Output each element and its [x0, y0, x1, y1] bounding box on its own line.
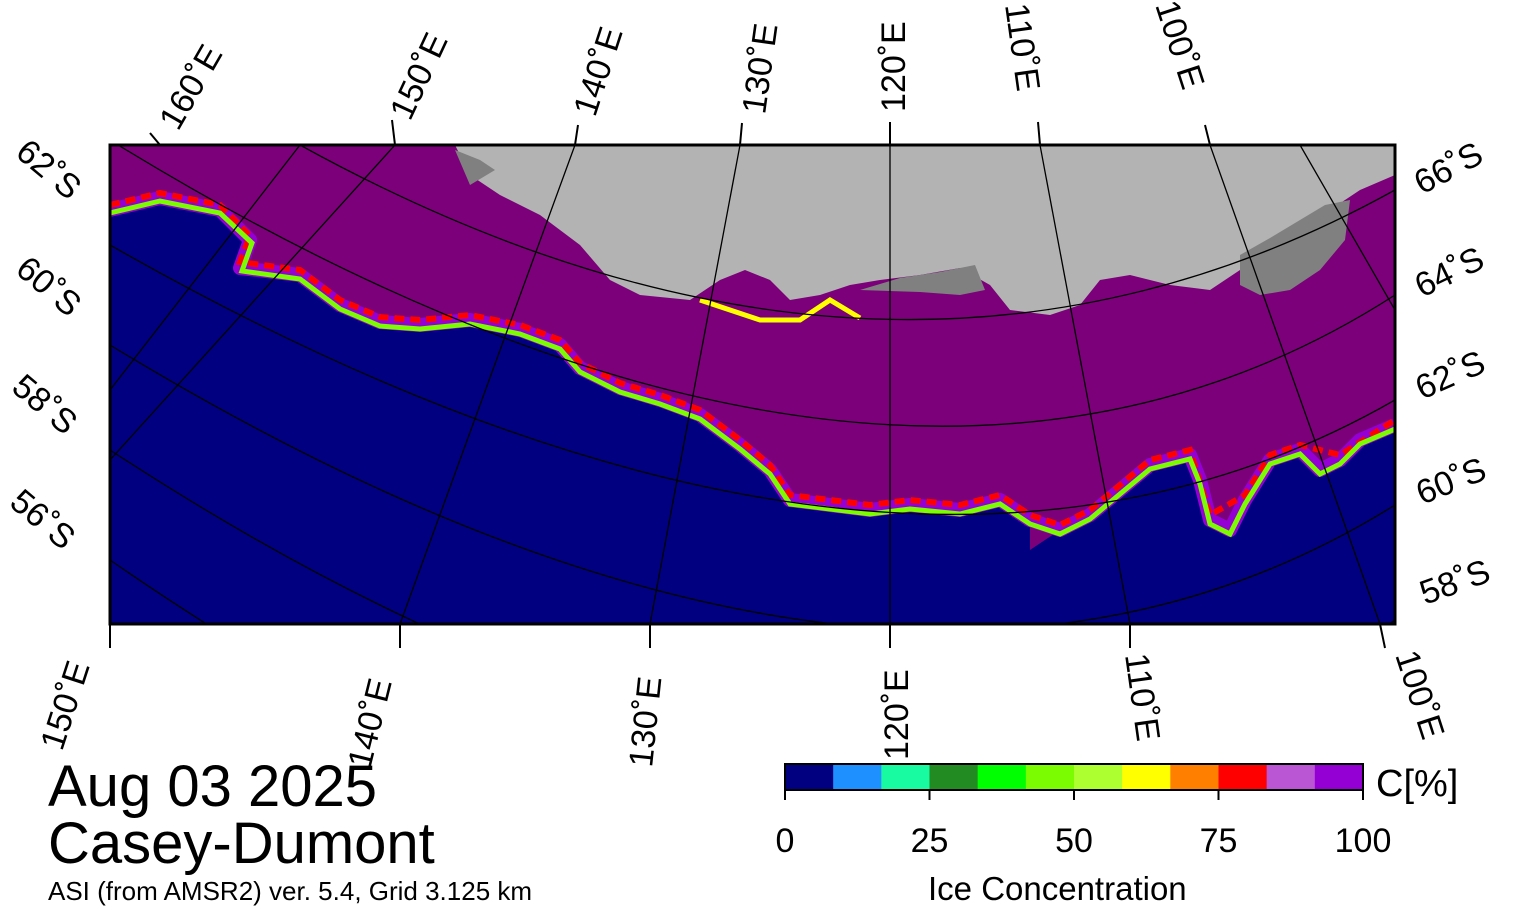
bottom-lon-label-110: 110˚E — [1117, 651, 1167, 744]
colorbar-tick-0: 0 — [776, 822, 795, 860]
colorbar-unit: C[%] — [1376, 763, 1458, 805]
colorbar-cell — [1266, 764, 1316, 790]
colorbar-cell — [977, 764, 1027, 790]
top-lon-label-130: 130˚E — [735, 21, 785, 116]
colorbar-title: Ice Concentration — [928, 870, 1187, 907]
top-longitude-labels: 160˚E 150˚E 140˚E 130˚E 120˚E 110˚E 100˚… — [152, 0, 1212, 136]
colorbar-cells — [785, 764, 1364, 790]
coastal-rock — [1240, 200, 1350, 295]
map-date: Aug 03 2025 — [48, 754, 377, 819]
coastal-ice-yellow — [699, 297, 862, 323]
right-lat-label-60: 60˚S — [1411, 450, 1492, 512]
right-lat-label-58: 58˚S — [1415, 552, 1495, 612]
top-lon-label-150: 150˚E — [383, 27, 456, 125]
colorbar-ticks — [784, 790, 1364, 800]
left-lat-label-56: 56˚S — [3, 482, 82, 557]
frame-ticks — [109, 119, 1386, 649]
top-lon-label-140: 140˚E — [566, 22, 630, 120]
coastal-rock-2 — [860, 265, 985, 295]
left-lat-label-62: 62˚S — [9, 132, 88, 207]
colorbar-tick-75: 75 — [1200, 822, 1238, 860]
sea-ice-edge-green — [110, 198, 1395, 538]
coastal-rock-3 — [455, 150, 495, 185]
colorbar-cell — [785, 764, 834, 790]
top-lon-label-100: 100˚E — [1147, 0, 1211, 94]
left-latitude-labels: 62˚S 60˚S 58˚S 56˚S — [3, 132, 88, 557]
top-lon-label-120: 120˚E — [875, 21, 913, 112]
top-lon-label-110: 110˚E — [997, 1, 1047, 94]
colorbar-cell — [1122, 764, 1171, 790]
right-lat-label-64: 64˚S — [1409, 240, 1490, 306]
right-latitude-labels: 66˚S 64˚S 62˚S 60˚S 58˚S — [1408, 135, 1495, 613]
map-area — [110, 145, 1395, 624]
bottom-lon-label-130: 130˚E — [622, 675, 669, 769]
bottom-lon-label-150: 150˚E — [33, 656, 97, 754]
colorbar-cell — [881, 764, 930, 790]
graticule — [110, 145, 1395, 624]
colorbar-cell — [1314, 764, 1364, 790]
map-region: Casey-Dumont — [48, 811, 435, 876]
colorbar-tick-100: 100 — [1335, 822, 1392, 860]
bottom-lon-label-120: 120˚E — [878, 669, 916, 760]
colorbar-tick-25: 25 — [911, 822, 949, 860]
top-lon-label-160: 160˚E — [152, 38, 230, 136]
antarctic-ice-sheet — [455, 145, 1395, 315]
colorbar-cell — [929, 764, 979, 790]
colorbar-tick-50: 50 — [1055, 822, 1093, 860]
colorbar-cell — [1218, 764, 1268, 790]
colorbar-cell — [1074, 764, 1123, 790]
right-lat-label-62: 62˚S — [1410, 343, 1491, 407]
bottom-longitude-labels: 150˚E 140˚E 130˚E 120˚E 110˚E 100˚E — [33, 646, 1451, 772]
colorbar: 0 25 50 75 100 C[%] — [776, 763, 1458, 860]
left-lat-label-60: 60˚S — [9, 249, 88, 324]
bottom-lon-label-100: 100˚E — [1387, 646, 1451, 744]
colorbar-cell — [1025, 764, 1075, 790]
colorbar-cell — [1170, 764, 1219, 790]
colorbar-cell — [833, 764, 882, 790]
right-lat-label-66: 66˚S — [1408, 135, 1489, 202]
left-lat-label-58: 58˚S — [5, 367, 84, 442]
product-info: ASI (from AMSR2) ver. 5.4, Grid 3.125 km — [48, 876, 533, 906]
map-frame — [108, 143, 1397, 626]
